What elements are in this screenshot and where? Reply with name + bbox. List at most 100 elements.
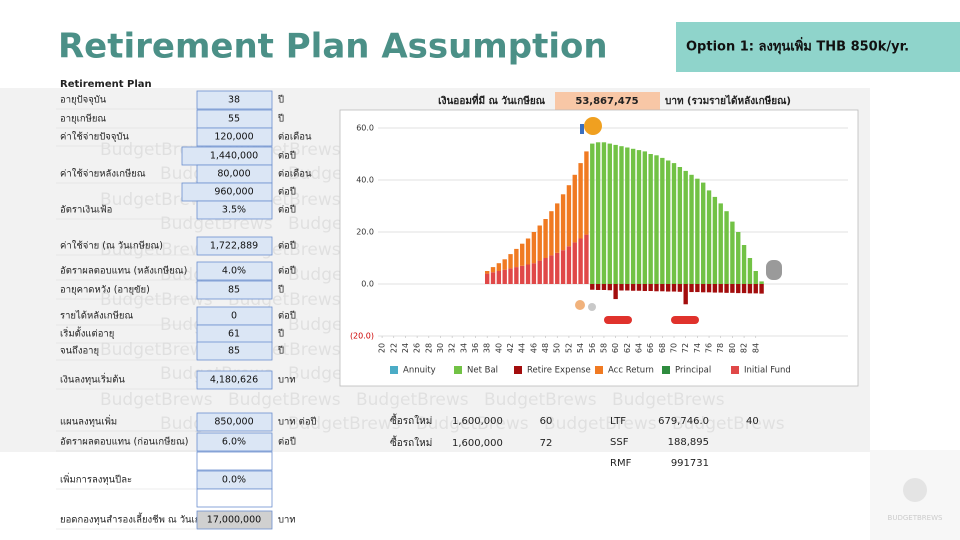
watermark-text: BudgetBrews [228,390,341,410]
bar-segment [665,284,671,292]
row-unit: ปี [277,113,284,125]
x-tick-label: 40 [494,343,503,353]
row-unit: ปี [277,94,284,106]
value-cell [196,341,273,361]
bar-segment [520,265,525,284]
x-tick-label: 36 [471,343,480,353]
people-icon [588,303,596,311]
row-value: 960,000 [214,187,253,198]
slide-title: Retirement Plan Assumption [58,27,608,67]
row-unit: ปี [277,328,284,340]
x-tick-label: 54 [576,343,585,353]
bar-segment [560,194,566,251]
bar-segment [502,269,507,284]
watermark-text: BudgetBrews [416,414,529,434]
legend-label: Annuity [403,366,436,376]
row-value: 85 [228,285,240,296]
bar-segment [712,196,718,284]
row-label: ค่าใช้จ่ายปัจจุบัน [60,131,129,143]
empty-cell [196,451,273,471]
bar-segment [572,174,577,243]
savings-unit: บาท (รวมรายได้หลังเกษียณ) [665,94,791,107]
x-tick-label: 52 [564,343,573,353]
x-tick-label: 62 [623,343,632,353]
x-tick-label: 66 [646,343,655,353]
bar-segment [578,238,583,284]
x-tick-label: 26 [413,343,422,353]
x-tick-label: 82 [740,343,749,353]
row-unit: บาท [278,375,296,386]
legend-label: Retire Expense [527,366,591,376]
row-label: เงินลงทุนเริ่มต้น [60,373,125,386]
y-tick-label: 40.0 [356,176,374,185]
legend-swatch [731,366,739,374]
bar-segment [508,254,513,269]
row-unit: ต่อปี [278,186,296,198]
plan-title: Retirement Plan [60,79,152,90]
x-tick-label: 76 [705,343,714,353]
bar-segment [496,263,502,271]
x-tick-label: 72 [681,343,690,353]
row-label: จนถึงอายุ [60,346,99,357]
purchase-label: ซื้อรถใหม่ [390,435,432,449]
bar-segment [484,273,490,284]
bar-segment [537,225,542,261]
bar-segment [660,284,665,292]
bar-segment [706,190,712,284]
bar-segment [490,272,496,284]
legend-label: Principal [675,366,711,376]
bar-segment [759,284,764,294]
bar-segment [549,255,554,284]
legend-label: Acc Return [608,366,654,376]
bar-segment [619,284,624,291]
bar-segment [701,284,706,293]
bar-segment [753,284,758,294]
plan-table: อายุปัจจุบัน 38 ปีอายุเกษียณ 55 ปีค่าใช้จ่าย… [56,90,317,530]
y-tick-label: (20.0) [350,332,374,341]
bar-segment [671,163,677,284]
bar-segment [718,203,723,284]
value-cell [196,261,273,281]
row-unit: ต่อปี [278,150,296,162]
fund-name: SSF [610,437,629,448]
option-box [676,22,960,72]
bar-segment [484,271,490,274]
logo-mark [903,478,927,502]
bar-segment [695,178,700,284]
value-cell [196,510,273,530]
x-tick-label: 44 [518,343,527,353]
bar-segment [683,284,688,305]
chart-icons [575,117,782,324]
row-unit: บาท ต่อปี [278,416,317,428]
row-label: อายุคาดหวัง (อายุขัย) [60,285,150,296]
row-value: 4.0% [222,266,246,277]
savings-value: 53,867,475 [575,96,638,107]
car-icon [671,316,699,324]
bar-segment [665,160,671,284]
bar-segment [572,242,577,284]
row-value: 120,000 [214,132,253,143]
x-tick-label: 20 [378,343,387,353]
bar-segment [543,258,548,284]
fund-value: 679,746.0 [658,416,709,427]
watermark-text: BudgetBrews [100,390,213,410]
x-tick-label: 78 [716,343,725,353]
row-unit: ต่อปี [278,436,296,448]
bar-segment [636,150,642,284]
bar-segment [525,238,531,265]
row-value: 80,000 [217,169,250,180]
x-tick-label: 46 [529,343,538,353]
fund-name: LTF [610,416,626,427]
bar-segment [630,284,636,291]
purchase-age: 60 [540,416,553,427]
bar-segment [625,284,630,291]
bar-segment [642,284,648,292]
row-label: ค่าใช้จ่ายหลังเกษียณ [60,168,146,180]
bar-segment [543,219,548,258]
legend-label: Net Bal [467,366,498,376]
value-cell [196,127,273,147]
x-tick-label: 28 [424,343,433,353]
car-icon [604,316,632,324]
money-bag-icon [584,117,602,135]
